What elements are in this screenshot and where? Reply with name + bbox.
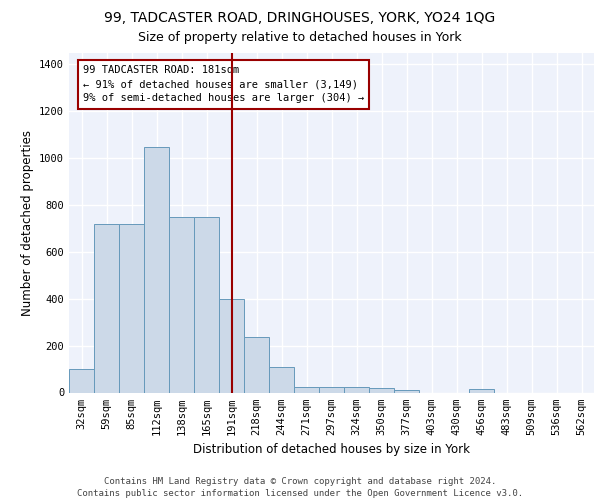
Bar: [144, 147, 169, 392]
Bar: [119, 224, 144, 392]
Text: 99 TADCASTER ROAD: 181sqm
← 91% of detached houses are smaller (3,149)
9% of sem: 99 TADCASTER ROAD: 181sqm ← 91% of detac…: [83, 66, 364, 104]
Bar: [194, 216, 219, 392]
Bar: [394, 390, 419, 392]
Text: Contains HM Land Registry data © Crown copyright and database right 2024.
Contai: Contains HM Land Registry data © Crown c…: [77, 476, 523, 498]
Bar: [69, 369, 94, 392]
Bar: [319, 386, 344, 392]
Bar: [244, 336, 269, 392]
Bar: [469, 390, 494, 392]
Bar: [269, 366, 294, 392]
Text: 99, TADCASTER ROAD, DRINGHOUSES, YORK, YO24 1QG: 99, TADCASTER ROAD, DRINGHOUSES, YORK, Y…: [104, 11, 496, 25]
Bar: [369, 388, 394, 392]
Y-axis label: Number of detached properties: Number of detached properties: [20, 130, 34, 316]
Bar: [294, 386, 319, 392]
Bar: [344, 386, 369, 392]
X-axis label: Distribution of detached houses by size in York: Distribution of detached houses by size …: [193, 443, 470, 456]
Bar: [169, 216, 194, 392]
Text: Size of property relative to detached houses in York: Size of property relative to detached ho…: [138, 31, 462, 44]
Bar: [219, 298, 244, 392]
Bar: [94, 224, 119, 392]
